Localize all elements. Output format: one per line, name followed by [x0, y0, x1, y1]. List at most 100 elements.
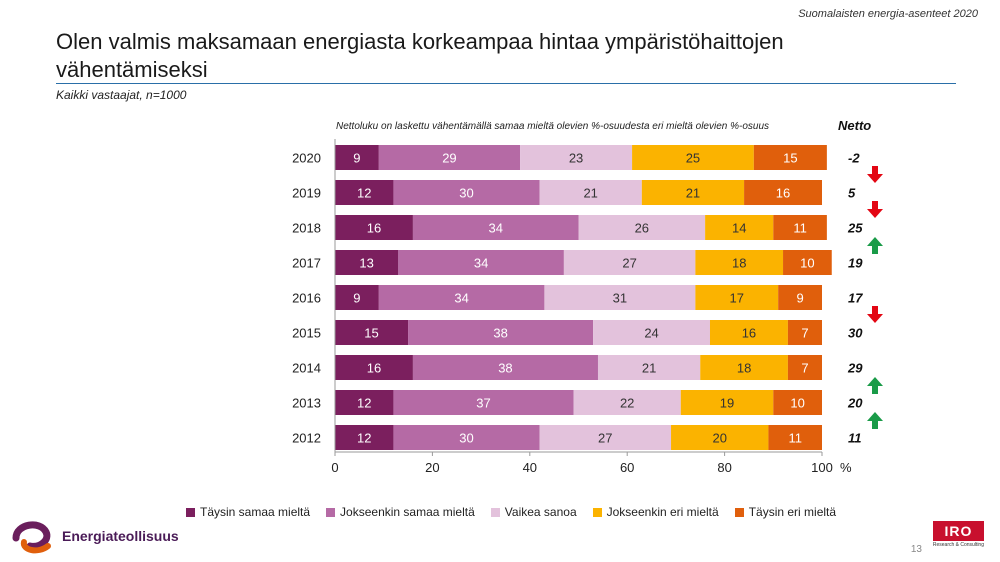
bar-2015-series-0 [335, 320, 409, 345]
bar-2020-series-4 [753, 145, 827, 170]
bar-2020-series-0 [335, 145, 379, 170]
bar-2015-series-4 [787, 320, 822, 345]
data-label-2019-series-4: 16 [776, 186, 790, 201]
data-label-2018-series-2: 26 [635, 221, 649, 236]
bar-2017-series-1 [398, 250, 564, 275]
bar-2012-series-3 [671, 425, 769, 450]
down-arrow-icon-3 [867, 306, 883, 323]
bar-2016-series-4 [778, 285, 822, 310]
legend-label-2: Vaikea sanoa [504, 505, 577, 519]
legend-item-4: Täysin eri mieltä [734, 505, 836, 519]
legend-swatch-3 [592, 507, 602, 517]
data-label-2014-series-4: 7 [801, 361, 808, 376]
data-label-2020-series-1: 29 [442, 151, 456, 166]
y-tick-label-2014: 2014 [292, 361, 321, 376]
netto-value-2012: 11 [848, 431, 862, 446]
bar-2012-series-0 [335, 425, 394, 450]
iro-logo-subtitle: Research & Consulting [932, 542, 984, 548]
x-tick-label-0: 0 [331, 460, 338, 475]
bar-2020-series-1 [378, 145, 521, 170]
y-tick-label-2012: 2012 [292, 431, 321, 446]
data-label-2016-series-1: 34 [454, 291, 468, 306]
bar-2013-series-1 [393, 390, 574, 415]
data-label-2019-series-3: 21 [686, 186, 700, 201]
data-label-2017-series-1: 34 [474, 256, 488, 271]
y-tick-label-2016: 2016 [292, 291, 321, 306]
y-tick-label-2013: 2013 [292, 396, 321, 411]
netto-value-2014: 29 [847, 361, 863, 376]
data-label-2013-series-4: 10 [790, 396, 804, 411]
data-label-2014-series-0: 16 [367, 361, 381, 376]
bar-2016-series-1 [378, 285, 545, 310]
data-label-2012-series-1: 30 [459, 431, 473, 446]
legend-label-3: Jokseenkin eri mieltä [606, 505, 719, 519]
data-label-2018-series-0: 16 [367, 221, 381, 236]
x-tick-label-60: 60 [620, 460, 634, 475]
data-label-2017-series-3: 18 [732, 256, 746, 271]
up-arrow-icon-5 [867, 412, 883, 429]
data-label-2014-series-2: 21 [642, 361, 656, 376]
legend-label-0: Täysin samaa mieltä [200, 505, 311, 519]
data-label-2013-series-2: 22 [620, 396, 634, 411]
bar-2019-series-3 [641, 180, 745, 205]
iro-logo-mark: IRO [932, 521, 984, 541]
bar-2017-series-4 [783, 250, 832, 275]
y-tick-label-2015: 2015 [292, 326, 321, 341]
data-label-2019-series-0: 12 [357, 186, 371, 201]
data-label-2015-series-2: 24 [644, 326, 658, 341]
bar-2018-series-2 [578, 215, 706, 240]
data-label-2016-series-2: 31 [613, 291, 627, 306]
bar-2019-series-0 [335, 180, 394, 205]
chart-subtitle: Kaikki vastaajat, n=1000 [56, 88, 187, 102]
data-label-2018-series-4: 11 [793, 221, 807, 236]
chart-legend: Täysin samaa mieltä Jokseenkin samaa miel… [186, 505, 836, 519]
page-number: 13 [910, 544, 922, 555]
bar-2019-series-2 [539, 180, 642, 205]
data-label-2012-series-0: 12 [357, 431, 371, 446]
bar-2013-series-4 [773, 390, 822, 415]
data-label-2015-series-3: 16 [742, 326, 756, 341]
energiateollisuus-logo-text: Energiateollisuus [62, 528, 179, 544]
x-tick-label-100: 100 [811, 460, 833, 475]
bar-2020-series-2 [520, 145, 633, 170]
down-arrow-icon-1 [867, 201, 883, 218]
netto-value-2015: 30 [848, 326, 863, 341]
bar-2013-series-3 [680, 390, 774, 415]
bar-2018-series-3 [705, 215, 774, 240]
data-label-2020-series-2: 23 [569, 151, 583, 166]
legend-item-0: Täysin samaa mieltä [186, 505, 310, 519]
data-label-2013-series-3: 19 [720, 396, 734, 411]
data-label-2016-series-4: 9 [796, 291, 803, 306]
energiateollisuus-logo: Energiateollisuus [10, 518, 179, 554]
data-label-2018-series-3: 14 [732, 221, 746, 236]
legend-swatch-0 [186, 507, 195, 517]
data-label-2016-series-3: 17 [730, 291, 744, 306]
y-tick-label-2019: 2019 [292, 186, 321, 201]
data-label-2018-series-1: 34 [488, 221, 502, 236]
energiateollisuus-logo-icon [12, 521, 51, 554]
bar-2017-series-0 [335, 250, 399, 275]
bar-2012-series-4 [768, 425, 822, 450]
data-label-2014-series-1: 38 [498, 361, 512, 376]
data-label-2016-series-0: 9 [353, 291, 360, 306]
y-tick-label-2017: 2017 [292, 256, 321, 271]
data-label-2019-series-1: 30 [459, 186, 473, 201]
legend-swatch-1 [326, 507, 336, 517]
x-axis-unit: % [840, 460, 852, 475]
data-label-2012-series-3: 20 [712, 431, 726, 446]
legend-item-2: Vaikea sanoa [490, 505, 577, 519]
data-label-2013-series-1: 37 [476, 396, 490, 411]
bar-2016-series-3 [695, 285, 779, 310]
netto-value-2016: 17 [848, 291, 863, 306]
data-label-2017-series-4: 10 [800, 256, 814, 271]
bar-2018-series-0 [335, 215, 413, 240]
data-label-2020-series-0: 9 [353, 151, 360, 166]
netto-value-2013: 20 [847, 396, 863, 411]
up-arrow-icon-4 [867, 377, 883, 394]
data-label-2017-series-2: 27 [622, 256, 636, 271]
up-arrow-icon-2 [867, 237, 883, 254]
report-name: Suomalaisten energia-asenteet 2020 [798, 8, 978, 20]
bar-2016-series-0 [335, 285, 379, 310]
bar-2014-series-1 [412, 355, 598, 380]
netto-note: Nettoluku on laskettu vähentämällä samaa… [336, 121, 770, 132]
